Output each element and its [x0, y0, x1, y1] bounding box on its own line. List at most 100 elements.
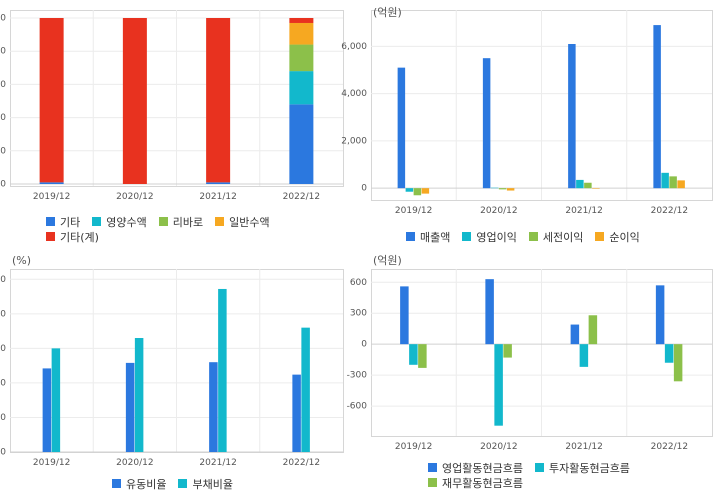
x-tick-label: 2020/12: [480, 442, 517, 452]
bar-매출액: [568, 44, 576, 189]
legend-swatch: [428, 463, 437, 472]
bar-영업이익: [661, 172, 669, 189]
legend-label: 영양수액: [106, 215, 147, 229]
bar-투자활동현금흐름: [494, 344, 503, 426]
bar-유동비율: [209, 362, 218, 452]
x-tick-label: 2019/12: [395, 206, 432, 216]
plot-frame: [10, 10, 344, 187]
y-tick-label: 200: [0, 309, 6, 319]
legend-item-debt-ratio[interactable]: 부채비율: [178, 476, 233, 492]
y-tick-label: 50: [0, 413, 6, 423]
plot-frame: [371, 10, 713, 201]
legend-label: 부채비율: [192, 477, 233, 491]
legend-item-other-total[interactable]: 기타(계): [46, 229, 99, 245]
bar-순이익: [506, 188, 515, 191]
y-tick-label: 100: [0, 14, 6, 24]
x-tick-label: 2021/12: [199, 192, 236, 202]
y-tick-label: 4,000: [341, 89, 367, 99]
legend-swatch: [158, 217, 168, 226]
bar-영업이익: [490, 187, 499, 189]
bar-기타: [206, 182, 231, 184]
legend-label: 순이익: [609, 230, 640, 244]
legend-swatch: [534, 463, 544, 472]
legend-label: 매출액: [420, 230, 451, 244]
unit-label: (%): [12, 254, 31, 267]
bar-영업활동현금흐름: [400, 286, 409, 345]
legend-item-financing-cashflow[interactable]: 재무활동현금흐름: [428, 475, 523, 491]
bar-매출액: [397, 67, 406, 189]
legend-swatch: [462, 232, 472, 241]
y-tick-label: 80: [0, 47, 6, 57]
legend-item-pretax-profit[interactable]: 세전이익: [528, 229, 583, 245]
legend-item-revenue[interactable]: 매출액: [406, 229, 450, 245]
income-legend: 매출액 영업이익 세전이익 순이익: [406, 229, 652, 244]
y-tick-label: 600: [350, 278, 367, 288]
legend-swatch: [92, 217, 102, 226]
y-tick-label: 0: [361, 340, 367, 350]
bar-영업이익: [405, 188, 414, 192]
x-tick-label: 2020/12: [480, 206, 517, 216]
legend-swatch: [428, 478, 437, 487]
x-tick-label: 2021/12: [565, 442, 602, 452]
bar-재무활동현금흐름: [503, 344, 512, 358]
legend-item-operating-profit[interactable]: 영업이익: [462, 229, 517, 245]
legend-item-other[interactable]: 기타: [46, 214, 80, 230]
legend-swatch: [406, 232, 415, 241]
y-tick-label: 0: [361, 184, 367, 194]
bar-순이익: [592, 188, 600, 189]
bar-영업활동현금흐름: [570, 324, 580, 345]
x-tick-label: 2022/12: [651, 206, 688, 216]
bar-세전이익: [413, 188, 422, 196]
x-tick-label: 2022/12: [283, 458, 320, 468]
ratios-legend: 유동비율 부채비율: [112, 476, 245, 491]
bar-일반수액: [289, 22, 314, 45]
y-tick-label: 150: [0, 344, 6, 354]
legend-item-general-fluid[interactable]: 일반수액: [215, 214, 270, 230]
bar-순이익: [677, 180, 685, 189]
bar-순이익: [421, 188, 430, 194]
legend-item-operating-cashflow[interactable]: 영업활동현금흐름: [428, 460, 523, 476]
ratios-chart: (%) 0 50 100 150 200 250 2019/12 2020/12 2021/12 2…: [0, 254, 344, 468]
legend-item-livalo[interactable]: 리바로: [158, 214, 203, 230]
bar-유동비율: [42, 368, 52, 452]
legend-swatch: [528, 232, 538, 241]
bar-부채비율: [134, 338, 144, 452]
unit-label: (억원): [373, 6, 402, 19]
bar-기타: [289, 104, 314, 184]
legend-item-net-profit[interactable]: 순이익: [595, 229, 640, 245]
legend-swatch: [595, 232, 605, 241]
composition-chart: 0 20 40 60 80 100 2019/12 2020/12 2021/12 2022/12: [0, 10, 344, 202]
bar-매출액: [653, 25, 661, 189]
bar-투자활동현금흐름: [664, 344, 674, 363]
x-tick-label: 2019/12: [33, 192, 70, 202]
bar-부채비율: [51, 348, 61, 452]
bar-영양수액: [289, 71, 314, 105]
plot-frame: [371, 269, 713, 437]
income-chart: (억원) 0 2,000 4,000 6,000 2019/12 2020/12 2021/1…: [341, 6, 713, 216]
legend-item-investing-cashflow[interactable]: 투자활동현금흐름: [534, 460, 630, 476]
legend-label: 재무활동현금흐름: [442, 476, 523, 490]
legend-label: 기타: [60, 215, 81, 229]
x-tick-label: 2021/12: [565, 206, 602, 216]
y-tick-label: 100: [0, 378, 6, 388]
bar-투자활동현금흐름: [409, 344, 418, 365]
y-tick-label: 0: [0, 180, 6, 190]
legend-swatch: [178, 479, 188, 488]
bar-영업이익: [576, 179, 584, 189]
legend-item-current-ratio[interactable]: 유동비율: [112, 476, 166, 492]
unit-label: (억원): [373, 254, 402, 267]
bar-기타: [39, 182, 64, 184]
y-tick-label: -300: [347, 371, 368, 381]
legend-item-nutrition-fluid[interactable]: 영양수액: [92, 214, 147, 230]
bar-기타(계): [122, 18, 147, 184]
x-tick-label: 2020/12: [116, 458, 153, 468]
bar-부채비율: [218, 288, 227, 452]
x-tick-label: 2019/12: [395, 442, 432, 452]
legend-label: 일반수액: [229, 215, 270, 229]
cashflow-chart: (억원) -600 -300 0 300 600 2019/12 2020/12 2021/12…: [347, 254, 713, 452]
bar-세전이익: [498, 188, 507, 190]
bar-기타(계): [206, 18, 231, 183]
legend-swatch: [46, 232, 55, 241]
y-tick-label: 0: [0, 448, 6, 458]
